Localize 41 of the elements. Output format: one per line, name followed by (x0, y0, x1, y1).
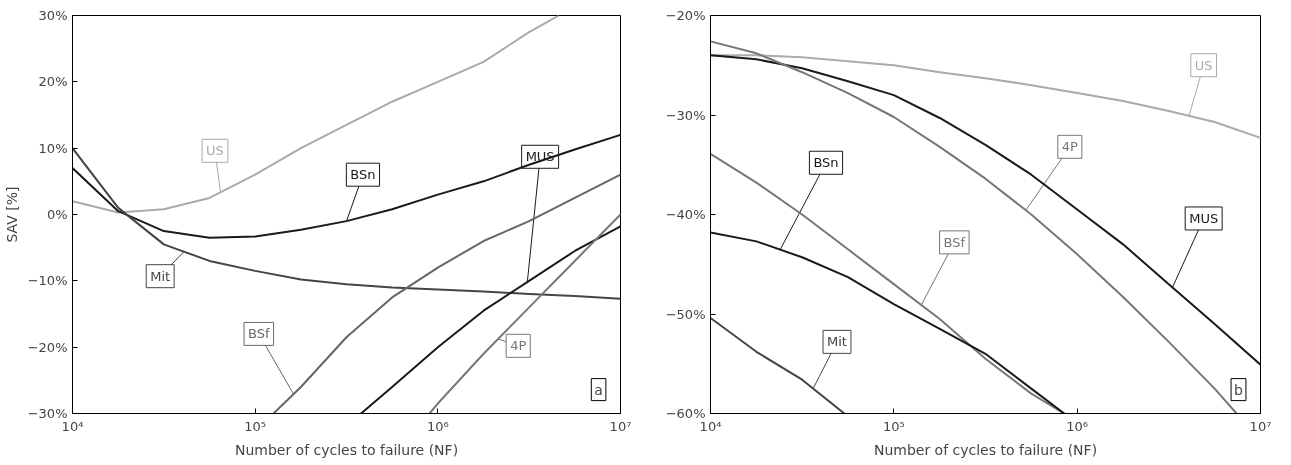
x-tick-label: 10⁴ (699, 418, 722, 434)
y-axis-title: SAV [%] (3, 186, 20, 243)
text: US (206, 143, 224, 159)
x-axis-title: Number of cycles to failure (NF) (873, 441, 1098, 458)
y-tick-label: −60% (665, 406, 706, 421)
series-label: 4P (510, 338, 527, 354)
text: BSn (813, 155, 839, 171)
x-tick-label: 10⁵ (244, 418, 267, 434)
line-series (710, 316, 846, 414)
y-tick-label: 0% (46, 207, 68, 222)
y-tick-label: 30% (38, 8, 68, 23)
y-tick-label: −50% (665, 306, 706, 322)
y-tick-label: −20% (27, 339, 68, 355)
x-tick-label: 10⁶ (426, 418, 449, 434)
y-tick-label: −20% (665, 8, 706, 23)
y-tick-label: −30% (665, 107, 706, 123)
line-series (72, 147, 621, 300)
x-tick-label: 10⁴ (61, 418, 84, 434)
text: Mit (827, 334, 847, 350)
text: US (1194, 57, 1213, 73)
x-tick-label: 10⁷ (1249, 418, 1272, 434)
line-series (72, 133, 621, 239)
text: BSf (943, 234, 966, 250)
annotation: a (594, 381, 603, 398)
text: 4P (1061, 139, 1079, 155)
y-tick-label: −40% (665, 207, 706, 222)
text: BSn (350, 167, 376, 183)
x-tick-label: 10⁷ (609, 418, 632, 434)
annotation: b (1234, 381, 1244, 398)
line-series (710, 54, 1261, 139)
text: BSf (248, 326, 270, 342)
x-tick-label: 10⁵ (882, 418, 905, 434)
x-axis-title: Number of cycles to failure (NF) (234, 441, 459, 458)
x-tick-label: 10⁶ (1066, 418, 1089, 434)
y-tick-label: −30% (27, 406, 68, 421)
text: MUS (1189, 210, 1219, 226)
y-tick-label: −10% (27, 273, 68, 289)
line-series (710, 54, 1261, 366)
y-tick-label: 10% (38, 140, 68, 156)
y-tick-label: 20% (38, 74, 68, 90)
series-label: Mit (150, 268, 171, 284)
